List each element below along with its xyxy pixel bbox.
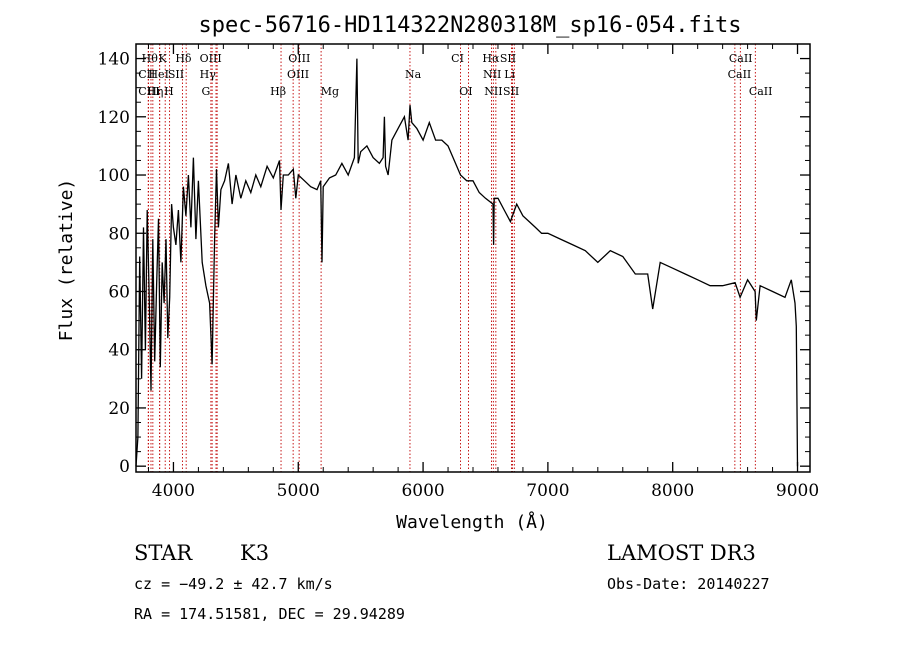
y-tick-label: 0 [119,457,130,477]
spectral-line-label: SII [500,52,516,65]
spectral-line-label: SII [168,68,184,81]
object-class: STAR [134,541,193,565]
y-tick-label: 140 [98,50,130,70]
redshift-info: cz = −49.2 ± 42.7 km/s [134,575,333,593]
spectral-line-label: K [158,52,167,65]
y-tick-label: 120 [98,108,130,128]
y-tick-label: 40 [108,341,130,361]
spectral-line-label: CI [451,52,464,65]
obs-date: Obs-Date: 20140227 [607,575,770,593]
x-tick-label: 6000 [401,481,444,501]
spectral-line-label: G [202,85,211,98]
reference-lines [147,44,756,472]
chart-title: spec-56716-HD114322N280318M_sp16-054.fit… [198,13,741,38]
spectral-line-label: Hθ [142,52,159,65]
spectral-line-label: CaII [749,85,773,98]
spectral-line-label: Hα [482,52,500,65]
y-tick-label: 100 [98,166,130,186]
x-tick-label: 9000 [776,481,819,501]
spectral-line-label: Hδ [175,52,192,65]
survey-label: LAMOST DR3 [607,541,756,565]
spectral-line-label: Hβ [270,85,286,98]
spectral-line-label: OIII [200,52,222,65]
spectral-line-label: CIII [138,85,159,98]
spectral-line-label: Li [504,68,515,81]
spectrum-series [135,58,799,467]
spectral-line-label: CaII [728,68,752,81]
info-block: STAR K3 LAMOST DR3 cz = −49.2 ± 42.7 km/… [134,541,770,623]
x-tick-labels: 4000 5000 6000 7000 8000 9000 [152,481,819,501]
spectral-line-label: OIII [287,68,309,81]
y-tick-labels: 0 20 40 60 80 100 120 140 [98,50,130,478]
spectral-line-label: NII [484,85,502,98]
y-tick-label: 60 [108,282,130,302]
x-tick-label: 7000 [526,481,569,501]
spectral-line-label: OI [459,85,472,98]
x-tick-label: 8000 [651,481,694,501]
spectral-line-label: Hγ [200,68,217,81]
axis-ticks [136,44,810,472]
plot-frame [135,43,811,473]
coordinates: RA = 174.51581, DEC = 29.94289 [134,605,405,623]
spectral-line-label: OIII [288,52,310,65]
spectral-line-label: HeI [148,68,168,81]
spectral-line-label: Hη [147,85,163,98]
x-tick-label: 4000 [152,481,195,501]
y-axis-label: Flux (relative) [56,179,77,342]
spectral-line-label: NII [483,68,501,81]
spectral-line-label: H [164,85,174,98]
y-tick-label: 20 [108,399,130,419]
spectral-line-label: CII [138,68,155,81]
flux-line [135,58,799,467]
y-tick-label: 80 [108,224,130,244]
spectral-line-label: Mg [321,85,339,98]
object-subclass: K3 [240,541,269,565]
spectral-line-label: Na [405,68,422,81]
x-tick-label: 5000 [277,481,320,501]
x-axis-label: Wavelength (Å) [396,511,548,533]
spectral-line-label: SII [503,85,519,98]
spectral-line-label: CaII [729,52,753,65]
